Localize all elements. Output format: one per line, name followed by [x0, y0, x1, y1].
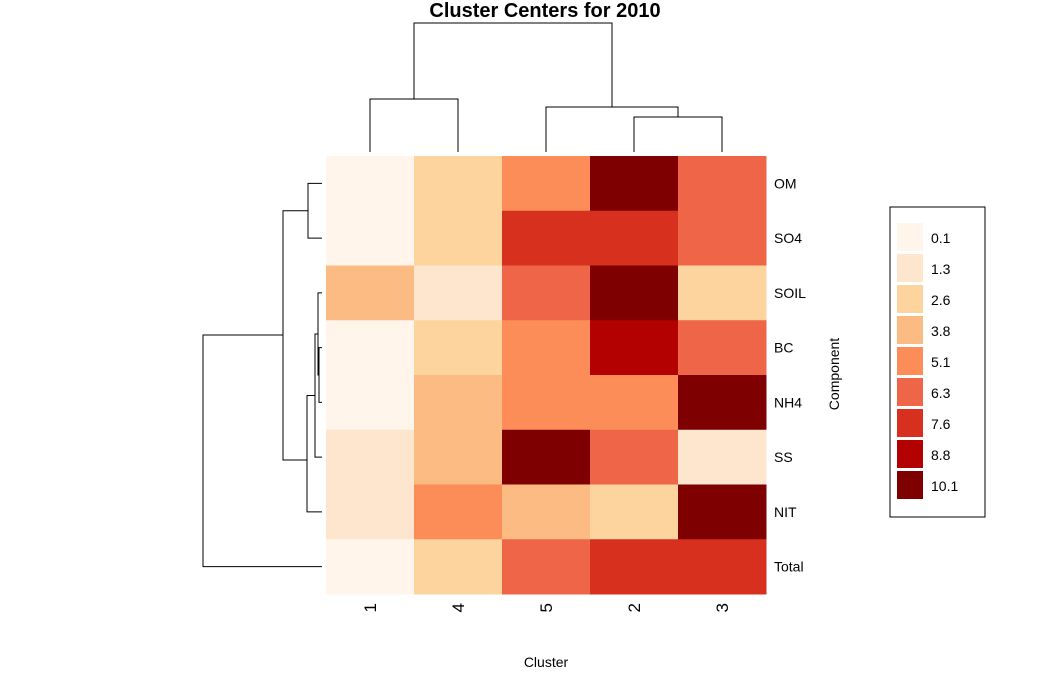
- heatmap-cell-nit-3: [678, 484, 767, 540]
- legend-label-0.1: 0.1: [931, 230, 951, 246]
- row-dendrogram-branch: [307, 182, 322, 239]
- column-dendrogram-branch: [369, 98, 459, 152]
- legend-label-5.1: 5.1: [931, 354, 951, 370]
- row-label-nit: NIT: [774, 504, 797, 520]
- heatmap-cell-total-5: [502, 539, 591, 595]
- heatmap-cell-total-2: [590, 539, 679, 595]
- heatmap-cell-om-1: [326, 156, 415, 212]
- column-dendrogram-branch: [633, 116, 723, 152]
- legend-swatch-1.3: [897, 254, 923, 282]
- column-dendrogram-branch: [413, 22, 613, 107]
- column-label-3: 3: [713, 603, 732, 612]
- heatmap-cell-nit-2: [590, 484, 679, 540]
- y-axis-label: Component: [826, 338, 842, 410]
- legend-swatch-8.8: [897, 440, 923, 468]
- heatmap-cell-bc-3: [678, 320, 767, 376]
- legend-label-10.1: 10.1: [931, 478, 958, 494]
- heatmap-cell-total-4: [414, 539, 503, 595]
- column-label-2: 2: [625, 603, 644, 612]
- row-label-soil: SOIL: [774, 285, 806, 301]
- row-label-total: Total: [774, 559, 804, 575]
- legend-label-1.3: 1.3: [931, 261, 951, 277]
- legend-swatch-5.1: [897, 347, 923, 375]
- heatmap-cell-om-3: [678, 156, 767, 212]
- heatmap-cell-total-3: [678, 539, 767, 595]
- heatmap-cell-so4-3: [678, 210, 767, 266]
- heatmap-cell-om-5: [502, 156, 591, 212]
- heatmap-cell-nit-1: [326, 484, 415, 540]
- row-dendrogram-branch: [318, 347, 322, 403]
- column-dendrogram-branch: [545, 106, 679, 152]
- heatmap-cell-om-2: [590, 156, 679, 212]
- heatmap-cell-bc-5: [502, 320, 591, 376]
- heatmap-cell-so4-2: [590, 210, 679, 266]
- heatmap-cell-nh4-4: [414, 375, 503, 431]
- heatmap-cell-soil-3: [678, 265, 767, 321]
- heatmap-cells: [326, 156, 767, 595]
- legend-swatch-3.8: [897, 316, 923, 344]
- row-label-so4: SO4: [774, 230, 802, 246]
- row-label-nh4: NH4: [774, 394, 802, 410]
- heatmap-cell-so4-1: [326, 210, 415, 266]
- heatmap-cell-ss-2: [590, 429, 679, 485]
- heatmap-cell-nh4-3: [678, 375, 767, 431]
- row-dendrogram-branch: [282, 210, 308, 461]
- heatmap-cell-ss-4: [414, 429, 503, 485]
- color-legend: 0.1 1.3 2.6 3.8 5.1 6.3 7.6 8.8 10.1: [889, 206, 986, 518]
- row-label-om: OM: [774, 175, 797, 191]
- heatmap-cell-total-1: [326, 539, 415, 595]
- legend-label-3.8: 3.8: [931, 323, 951, 339]
- x-axis-label: Cluster: [524, 654, 569, 670]
- heatmap-cell-bc-4: [414, 320, 503, 376]
- heatmap-cell-so4-4: [414, 210, 503, 266]
- heatmap-cell-om-4: [414, 156, 503, 212]
- heatmap-cell-so4-5: [502, 210, 591, 266]
- legend-swatch-0.1: [897, 223, 923, 251]
- heatmap-cell-nit-5: [502, 484, 591, 540]
- legend-swatch-7.6: [897, 409, 923, 437]
- row-label-ss: SS: [774, 449, 793, 465]
- heatmap-cell-bc-2: [590, 320, 679, 376]
- heatmap-cell-ss-3: [678, 429, 767, 485]
- column-label-5: 5: [537, 603, 556, 612]
- heatmap-cell-nh4-2: [590, 375, 679, 431]
- heatmap-cell-bc-1: [326, 320, 415, 376]
- heatmap-cell-soil-5: [502, 265, 591, 321]
- row-dendrogram-branch: [202, 334, 322, 568]
- legend-label-8.8: 8.8: [931, 447, 951, 463]
- legend-label-2.6: 2.6: [931, 292, 951, 308]
- legend-swatch-6.3: [897, 378, 923, 406]
- heatmap-cell-nh4-5: [502, 375, 591, 431]
- row-dendrogram: [202, 182, 322, 568]
- legend-swatch-10.1: [897, 471, 923, 499]
- row-label-bc: BC: [774, 340, 793, 356]
- heatmap-cell-ss-5: [502, 429, 591, 485]
- heatmap-cell-soil-4: [414, 265, 503, 321]
- column-labels: 1 4 5 2 3: [361, 603, 732, 612]
- heatmap-cell-soil-1: [326, 265, 415, 321]
- heatmap-cell-nh4-1: [326, 375, 415, 431]
- column-dendrogram: [369, 22, 723, 152]
- row-dendrogram-branch: [306, 395, 322, 513]
- chart-title: Cluster Centers for 2010: [429, 0, 660, 22]
- heatmap-cell-soil-2: [590, 265, 679, 321]
- column-label-4: 4: [449, 603, 468, 612]
- column-label-1: 1: [361, 603, 380, 612]
- heatmap-cell-ss-1: [326, 429, 415, 485]
- legend-label-6.3: 6.3: [931, 385, 951, 401]
- row-labels: OM SO4 SOIL BC NH4 SS NIT Total: [774, 175, 806, 574]
- legend-swatch-2.6: [897, 285, 923, 313]
- heatmap-cell-nit-4: [414, 484, 503, 540]
- legend-label-7.6: 7.6: [931, 416, 951, 432]
